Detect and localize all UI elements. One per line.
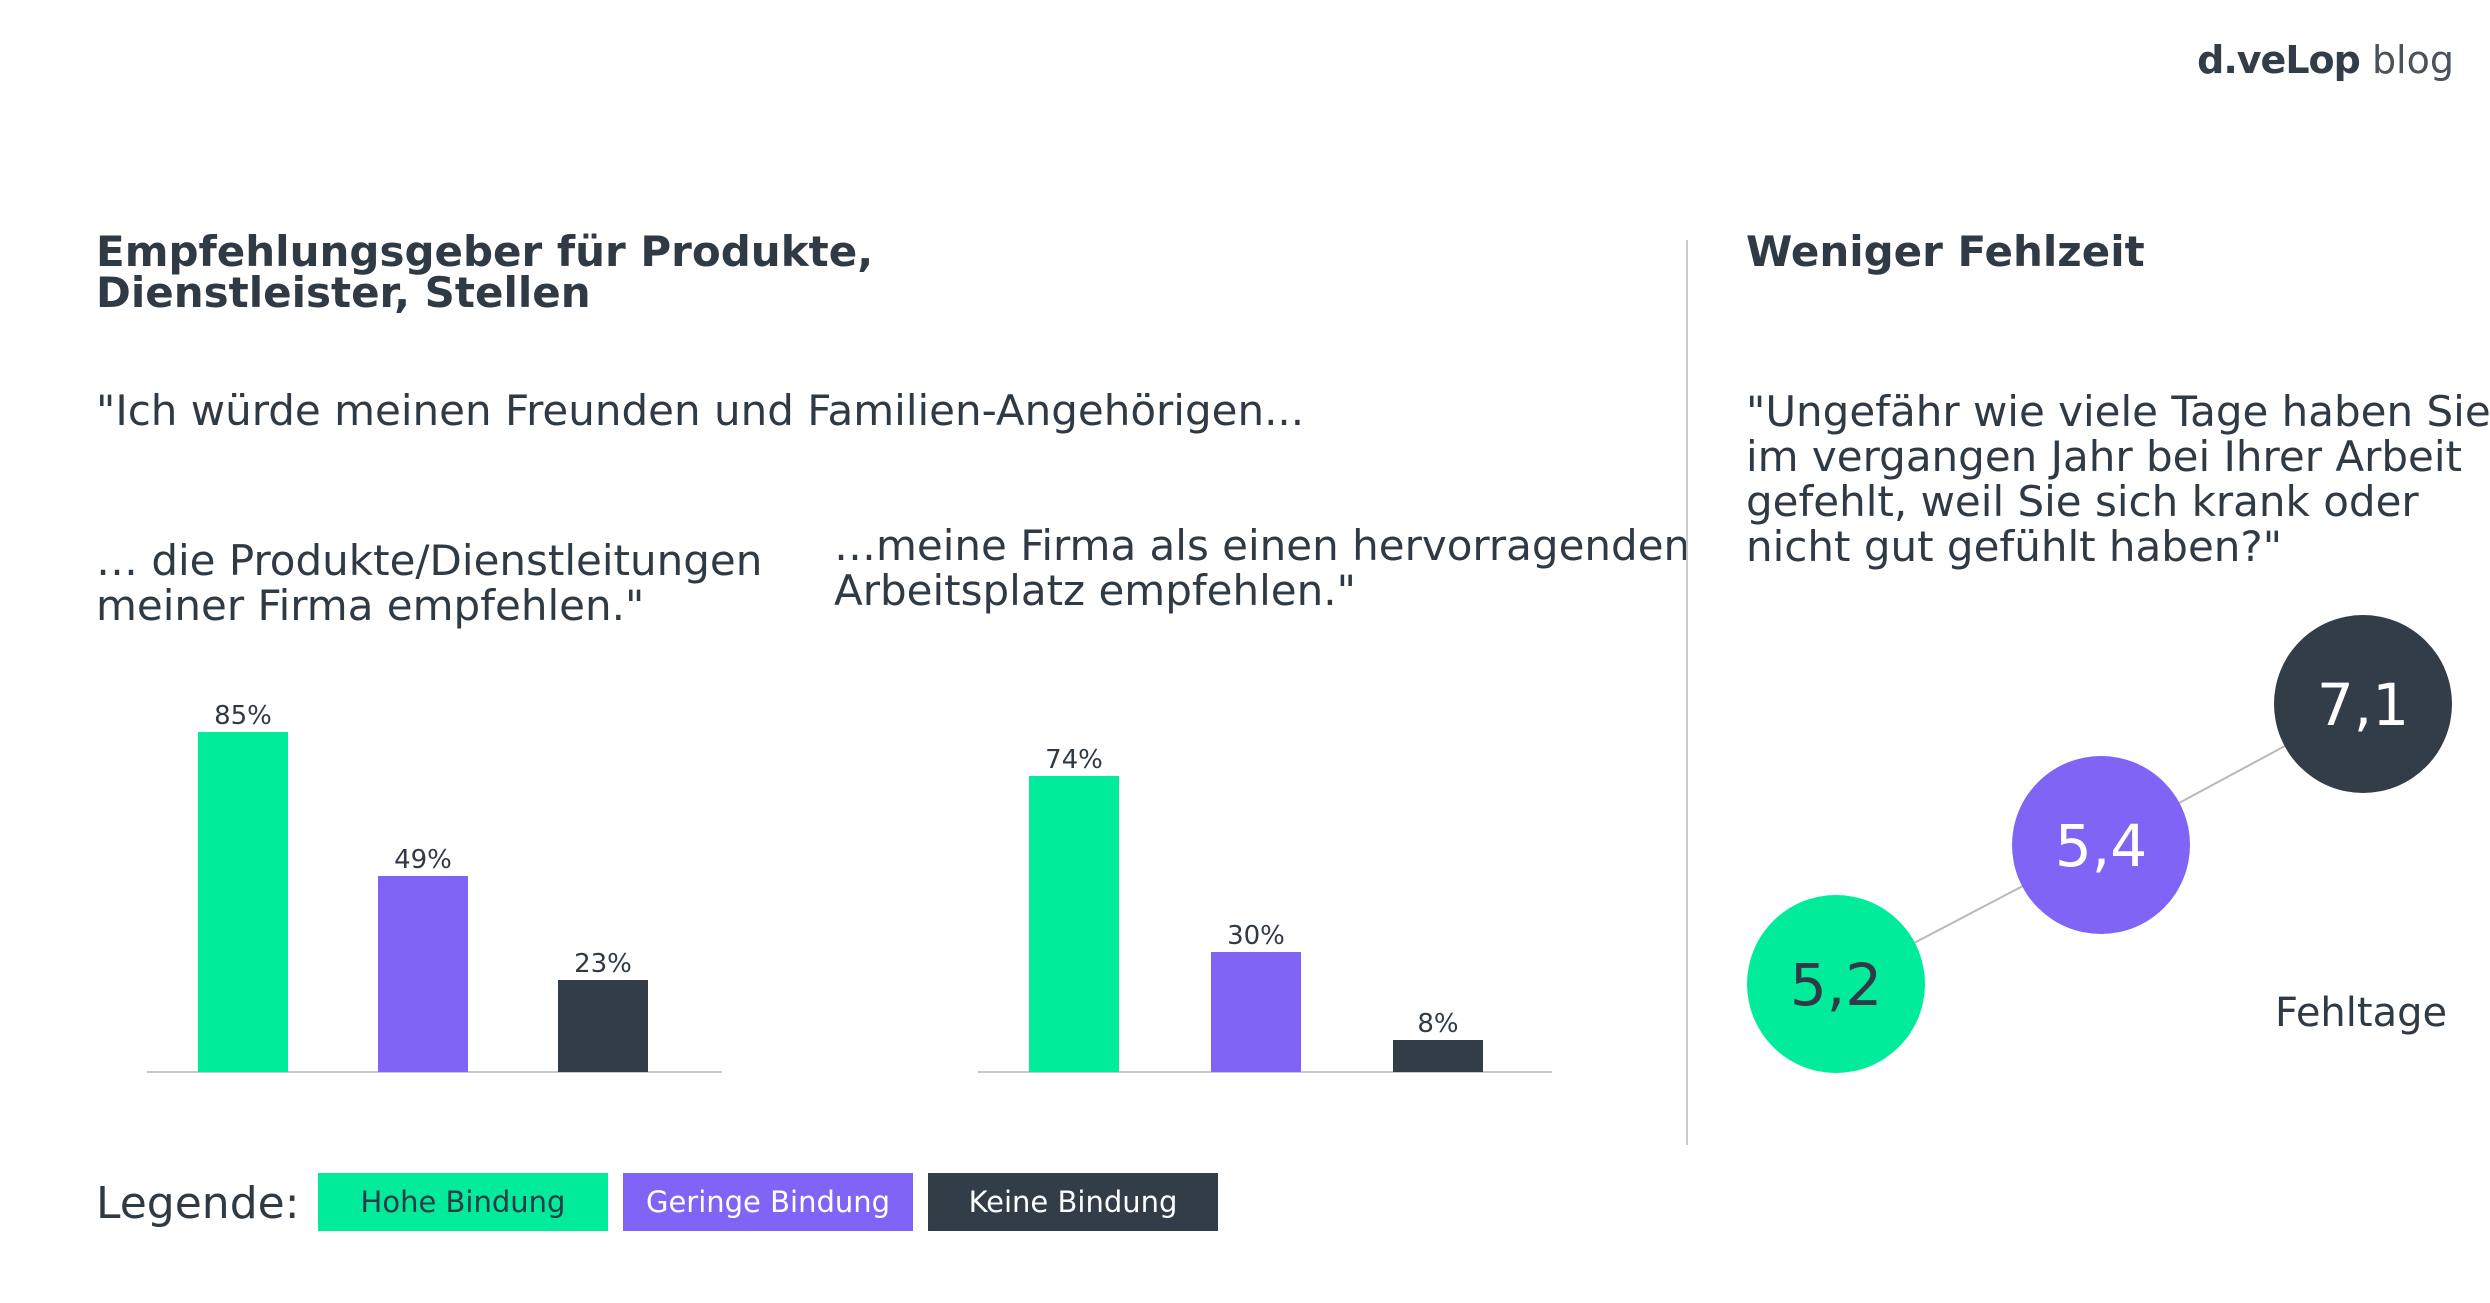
chart-2-value-label-hohe-bindung: 74% — [1045, 745, 1103, 775]
legend-item-geringe-bindung: Geringe Bindung — [623, 1173, 913, 1231]
chart-2-bar-keine-bindung — [1393, 1040, 1483, 1072]
chart-1-subtitle-line-2: meiner Firma empfehlen." — [96, 581, 645, 630]
chart-1-subtitle-line-1: … die Produkte/Dienstleitungen — [96, 536, 763, 585]
chart-2-subtitle-line-1: …meine Firma als einen hervorragenden — [834, 521, 1691, 570]
chart-2-bar-hohe-bindung — [1029, 776, 1119, 1072]
right-quote-line-2: im vergangen Jahr bei Ihrer Arbeit — [1746, 432, 2462, 481]
chart-1-subtitle: … die Produkte/Dienstleitungen meiner Fi… — [96, 538, 762, 628]
blog-logo: d.veLop blog — [2197, 38, 2454, 82]
legend-item-hohe-bindung: Hohe Bindung — [318, 1173, 608, 1231]
bubble-value-geringe-bindung: 5,4 — [2055, 812, 2147, 880]
bubble-keine-bindung — [2274, 615, 2452, 793]
logo-suffix: blog — [2371, 38, 2454, 82]
right-section-title: Weniger Fehlzeit — [1746, 227, 2145, 276]
right-quote-line-1: "Ungefähr wie viele Tage haben Sie — [1746, 387, 2490, 436]
chart-1-value-label-geringe-bindung: 49% — [394, 845, 452, 875]
chart-1-bar-hohe-bindung — [198, 732, 288, 1072]
bubble-value-keine-bindung: 7,1 — [2317, 671, 2409, 739]
right-quote-line-4: nicht gut gefühlt haben?" — [1746, 522, 2283, 571]
bubble-hohe-bindung — [1747, 895, 1925, 1073]
chart-2-value-label-geringe-bindung: 30% — [1227, 921, 1285, 951]
bubble-geringe-bindung — [2012, 756, 2190, 934]
chart-1-bar-keine-bindung — [558, 980, 648, 1072]
logo-brand: d.veLop — [2197, 38, 2361, 82]
legend-title: Legende: — [96, 1178, 300, 1229]
left-section-title: Empfehlungsgeber für Produkte, Dienstlei… — [96, 227, 874, 317]
chart-2-bar-geringe-bindung — [1211, 952, 1301, 1072]
chart-1-value-label-keine-bindung: 23% — [574, 949, 632, 979]
section-divider — [1686, 240, 1688, 1145]
right-title-line: Weniger Fehlzeit — [1746, 227, 2145, 276]
chart-2-value-label-keine-bindung: 8% — [1417, 1009, 1458, 1039]
fehltage-label: Fehltage — [2275, 990, 2448, 1036]
right-question-quote: "Ungefähr wie viele Tage haben Sie im ve… — [1746, 389, 2490, 569]
chart-1-bar-geringe-bindung — [378, 876, 468, 1072]
right-quote-line-3: gefehlt, weil Sie sich krank oder — [1746, 477, 2419, 526]
left-title-line-2: Dienstleister, Stellen — [96, 268, 591, 317]
left-intro-quote: "Ich würde meinen Freunden und Familien-… — [96, 386, 1305, 435]
left-title-line-1: Empfehlungsgeber für Produkte, — [96, 227, 874, 276]
bubble-value-hohe-bindung: 5,2 — [1790, 951, 1882, 1019]
chart-2-subtitle-line-2: Arbeitsplatz empfehlen." — [834, 566, 1356, 615]
chart-2-subtitle: …meine Firma als einen hervorragenden Ar… — [834, 523, 1690, 613]
legend-item-keine-bindung: Keine Bindung — [928, 1173, 1218, 1231]
chart-1-value-label-hohe-bindung: 85% — [214, 701, 272, 731]
